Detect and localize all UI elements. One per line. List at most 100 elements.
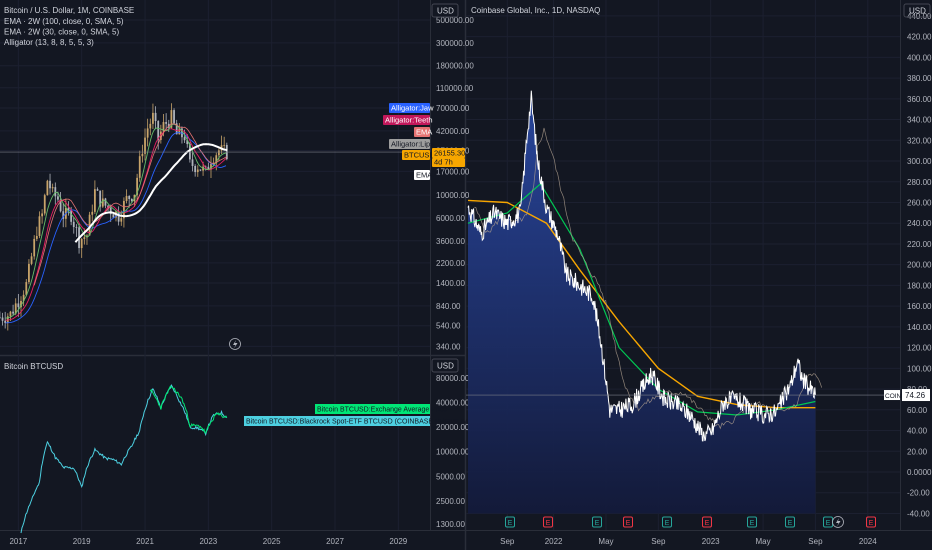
y-tick-label: 10000.00	[436, 448, 470, 457]
coin-price-box	[902, 389, 930, 402]
alligator-jaw-label: Alligator:Jaw	[391, 104, 434, 113]
y-tick-label: 10000.00	[436, 191, 470, 200]
candle-body	[165, 122, 168, 124]
y-tick-label: 1300.00	[436, 520, 465, 529]
y-tick-label: 6000.00	[436, 214, 465, 223]
alligator-jaw-label-box	[389, 103, 430, 113]
candle-body	[20, 300, 22, 308]
y-tick-label: 40.00	[907, 427, 928, 436]
event-marker-box[interactable]	[505, 516, 515, 528]
study-legend: Alligator (13, 8, 8, 5, 5, 3)	[4, 38, 94, 47]
x-tick-label: Sep	[500, 537, 515, 546]
candle-body	[207, 166, 210, 170]
event-marker[interactable]: E	[665, 520, 670, 527]
candle-body	[96, 189, 99, 191]
x-tick-label: Sep	[808, 537, 823, 546]
event-marker[interactable]: E	[595, 520, 600, 527]
event-marker[interactable]: E	[508, 520, 513, 527]
event-marker-box[interactable]	[866, 516, 876, 528]
candle-body	[67, 207, 70, 211]
x-tick-label: 2027	[326, 537, 344, 546]
candle-body	[125, 196, 128, 201]
event-marker[interactable]: E	[788, 520, 793, 527]
currency-button-box[interactable]	[903, 3, 931, 18]
btc-countdown-label-box	[432, 158, 465, 167]
event-marker[interactable]: E	[869, 520, 874, 527]
event-marker-box[interactable]	[592, 516, 602, 528]
candle-body	[93, 189, 96, 212]
candle-body	[46, 180, 49, 196]
y-tick-label: 0.0000	[907, 468, 932, 477]
x-tick-label: 2025	[263, 537, 281, 546]
study-legend: EMA · 2W (100, close, 0, SMA, 5)	[4, 17, 124, 26]
candle-body	[120, 218, 123, 222]
currency-button[interactable]: USD	[437, 7, 454, 16]
ema-label-box	[414, 127, 430, 137]
x-tick-label: 2024	[859, 537, 877, 546]
candle-body	[75, 227, 78, 228]
y-tick-label: 110000.00	[436, 84, 474, 93]
y-tick-label: 340.00	[907, 116, 932, 125]
candle-body	[54, 187, 57, 197]
lightning-icon[interactable]	[229, 338, 241, 350]
y-tick-label: 300.00	[907, 157, 932, 166]
event-marker[interactable]: E	[546, 520, 551, 527]
candle-body	[86, 235, 88, 238]
chart-title: Bitcoin / U.S. Dollar, 1M, COINBASE	[4, 6, 134, 15]
candle-body	[9, 311, 12, 317]
y-tick-label: -20.00	[907, 489, 930, 498]
candle-body	[43, 195, 46, 214]
event-marker-box[interactable]	[747, 516, 757, 528]
event-marker[interactable]: E	[626, 520, 631, 527]
candle-body	[101, 198, 104, 207]
currency-button-box[interactable]	[431, 3, 459, 18]
candle-body	[49, 180, 51, 189]
event-marker-box[interactable]	[543, 516, 553, 528]
candle-body	[159, 131, 162, 140]
etf-legend-box	[244, 416, 430, 426]
candle-body	[30, 256, 33, 264]
alligator-lips-label-box	[389, 139, 430, 149]
candle-body	[33, 238, 36, 257]
candle-body	[51, 187, 54, 189]
ema-label: EMA	[416, 128, 432, 137]
alligator-teeth-label: Alligator:Teeth	[385, 116, 433, 125]
event-marker-box[interactable]	[623, 516, 633, 528]
candle-body	[194, 165, 197, 173]
candle-body	[80, 238, 83, 249]
coin-label: COIN	[885, 393, 902, 400]
event-marker[interactable]: E	[826, 520, 831, 527]
candle-body	[188, 144, 191, 160]
y-tick-label: 60.00	[907, 406, 928, 415]
candle-body	[17, 303, 20, 308]
y-tick-label: 160.00	[907, 302, 932, 311]
y-tick-label: 380.00	[907, 74, 932, 83]
event-marker-box[interactable]	[785, 516, 795, 528]
y-tick-label: 840.00	[436, 302, 461, 311]
y-tick-label: 5000.00	[436, 472, 465, 481]
event-marker-box[interactable]	[702, 516, 712, 528]
candle-body	[91, 211, 94, 215]
currency-button[interactable]: USD	[437, 362, 454, 371]
currency-button-box[interactable]	[431, 358, 459, 373]
ema-label-2: EMA	[416, 171, 432, 180]
y-tick-label: 180.00	[907, 281, 932, 290]
candle-body	[12, 311, 14, 314]
event-marker[interactable]: E	[705, 520, 710, 527]
btcusd-label-box	[402, 150, 430, 160]
candle-body	[4, 320, 7, 323]
lightning-icon[interactable]	[832, 516, 844, 528]
event-marker-box[interactable]	[662, 516, 672, 528]
x-tick-label: May	[756, 537, 771, 546]
candle-body	[162, 122, 165, 132]
candle-body	[22, 294, 25, 301]
coin-label-box	[884, 390, 900, 401]
candle-body	[149, 123, 152, 129]
currency-button[interactable]: USD	[909, 7, 926, 16]
candle-body	[112, 214, 115, 218]
y-tick-label: 440.00	[907, 12, 932, 21]
event-marker[interactable]: E	[750, 520, 755, 527]
exchange-legend-box	[315, 404, 430, 414]
y-tick-label: 200.00	[907, 261, 932, 270]
candle-body	[70, 210, 73, 222]
